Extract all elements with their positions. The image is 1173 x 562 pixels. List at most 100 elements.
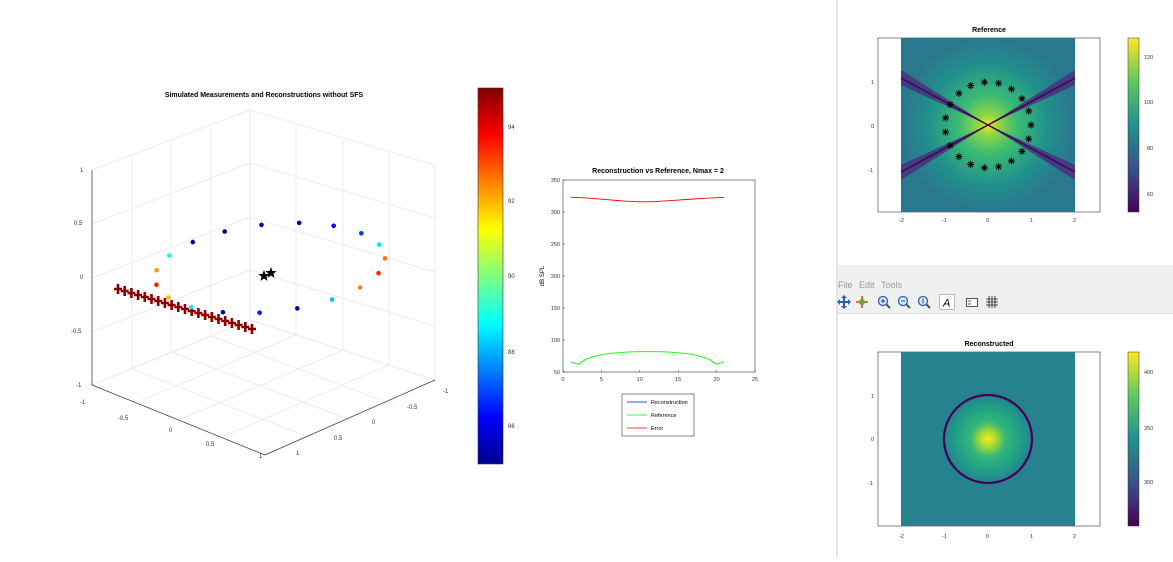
zoom-reset-icon[interactable] bbox=[916, 294, 932, 310]
receiver-marker bbox=[241, 322, 250, 332]
reference-star bbox=[1027, 121, 1035, 129]
reconstructed-heatmap[interactable] bbox=[901, 352, 1075, 526]
z-tick: 0.5 bbox=[74, 221, 83, 227]
reference-star-markers bbox=[942, 78, 1035, 172]
receiver-marker bbox=[234, 320, 243, 330]
line-chart-axes-box bbox=[562, 179, 756, 373]
measurement-point bbox=[295, 306, 300, 311]
main-figure-canvas: Simulated Measurements and Reconstructio… bbox=[71, 87, 758, 465]
y-tick-label: 350 bbox=[551, 178, 560, 184]
line-chart-ticks: 0 5 10 15 20 25 50 100 150 200 250 300 350 bbox=[551, 178, 758, 383]
x-tick: 1 bbox=[296, 451, 300, 457]
reference-star bbox=[1018, 95, 1026, 103]
measurement-point bbox=[189, 304, 194, 310]
measurement-point bbox=[382, 256, 388, 261]
x-tick-label: 20 bbox=[714, 377, 720, 383]
z-tick: 0 bbox=[80, 275, 84, 281]
x-tick: 0.5 bbox=[334, 436, 343, 442]
colorbar-jet-bar bbox=[477, 87, 504, 465]
x-tick-label: 0 bbox=[561, 377, 564, 383]
reconstructed-center-glow bbox=[944, 395, 1032, 483]
zoom-in-icon[interactable] bbox=[876, 294, 892, 310]
measurement-point bbox=[329, 297, 335, 302]
main-figure-window: Simulated Measurements and Reconstructio… bbox=[71, 87, 759, 465]
reference-figure-window: Reference -2 -1 0 1 2 1 0 -1 120 100 80 … bbox=[838, 0, 1173, 265]
x-tick: 1 bbox=[1030, 534, 1033, 540]
x-tick-label: 25 bbox=[752, 377, 758, 383]
colorbar-tick: 80 bbox=[1147, 146, 1153, 152]
source-markers bbox=[258, 267, 277, 281]
menu-tools[interactable]: Tools bbox=[881, 280, 903, 290]
menu-edit[interactable]: Edit bbox=[859, 280, 875, 290]
y-tick: 0 bbox=[169, 428, 173, 434]
measurement-point bbox=[376, 242, 382, 247]
reference-star bbox=[995, 79, 1003, 87]
receiver-marker bbox=[134, 290, 143, 300]
legend-icon[interactable] bbox=[964, 294, 980, 310]
y-tick-label: 200 bbox=[551, 274, 560, 280]
y-tick: 1 bbox=[871, 394, 874, 400]
reference-star bbox=[995, 163, 1003, 171]
reference-star bbox=[980, 164, 988, 172]
y-tick: -1 bbox=[80, 400, 86, 406]
reconstructed-ticks: -2 -1 0 1 2 1 0 -1 bbox=[868, 394, 1076, 540]
measurement-point bbox=[220, 309, 226, 315]
reconstructed-title: Reconstructed bbox=[964, 341, 1013, 348]
receiver-marker bbox=[181, 304, 189, 314]
x-tick: 1 bbox=[1030, 218, 1033, 224]
reference-star bbox=[955, 153, 963, 161]
measurement-point bbox=[222, 229, 227, 234]
reference-star bbox=[1025, 107, 1033, 115]
receiver-marker bbox=[160, 298, 169, 308]
receiver-marker bbox=[147, 294, 156, 304]
measurement-point bbox=[357, 285, 363, 290]
reference-star bbox=[942, 114, 950, 122]
y-tick-label: 300 bbox=[551, 210, 560, 216]
reference-star bbox=[1008, 85, 1015, 93]
reference-star bbox=[1008, 157, 1015, 165]
x-tick: 0 bbox=[986, 218, 989, 224]
x-tick: -1 bbox=[443, 389, 449, 395]
plot3d-tick-labels: 1 0.5 0 -0.5 -1 -1 -0.5 0 0.5 1 1 0.5 0 … bbox=[71, 168, 449, 460]
measurement-point bbox=[259, 222, 264, 228]
colorbar-tick: 350 bbox=[1144, 426, 1153, 432]
colorbar-jet[interactable]: 94 92 90 88 86 bbox=[477, 87, 515, 465]
grid-icon[interactable] bbox=[984, 294, 1000, 310]
pan-icon[interactable] bbox=[836, 294, 852, 310]
menu-bar: File Edit Tools bbox=[838, 277, 1173, 292]
plot3d[interactable]: Simulated Measurements and Reconstructio… bbox=[71, 92, 449, 460]
x-tick: -1 bbox=[942, 218, 947, 224]
measurement-point bbox=[154, 282, 159, 288]
text-icon[interactable]: A bbox=[939, 294, 955, 310]
source-star bbox=[265, 267, 277, 278]
receiver-marker bbox=[120, 286, 129, 296]
reference-star bbox=[967, 82, 975, 90]
reference-heatmap[interactable] bbox=[900, 38, 1076, 212]
receiver-marker bbox=[167, 300, 176, 310]
receiver-markers bbox=[114, 284, 256, 334]
measurement-point bbox=[190, 239, 196, 245]
x-tick: 2 bbox=[1073, 218, 1076, 224]
measurement-point bbox=[331, 223, 337, 229]
line-chart-ylabel: dB SPL bbox=[540, 265, 546, 286]
y-tick-label: 50 bbox=[554, 370, 560, 376]
rotate-icon[interactable] bbox=[854, 294, 870, 310]
x-tick: -0.5 bbox=[407, 405, 418, 411]
reference-colorbar[interactable]: 120 100 80 60 bbox=[1127, 37, 1153, 213]
reference-null-lines bbox=[900, 77, 1076, 173]
reference-title: Reference bbox=[972, 27, 1006, 34]
y-tick: 1 bbox=[871, 80, 874, 86]
reconstructed-colorbar[interactable]: 400 350 300 bbox=[1127, 351, 1153, 527]
line-chart-legend[interactable]: Reconstruction Reference Error bbox=[621, 393, 695, 437]
plot3d-grid bbox=[91, 109, 436, 456]
svg-text:A: A bbox=[942, 298, 950, 309]
menu-file[interactable]: File bbox=[838, 280, 853, 290]
y-tick-label: 150 bbox=[551, 306, 560, 312]
measurement-points bbox=[154, 220, 388, 316]
zoom-out-icon[interactable] bbox=[896, 294, 912, 310]
receiver-marker bbox=[227, 318, 236, 328]
reference-colorbar-bar bbox=[1127, 37, 1140, 213]
measurement-point bbox=[296, 220, 302, 226]
receiver-marker bbox=[221, 316, 230, 326]
